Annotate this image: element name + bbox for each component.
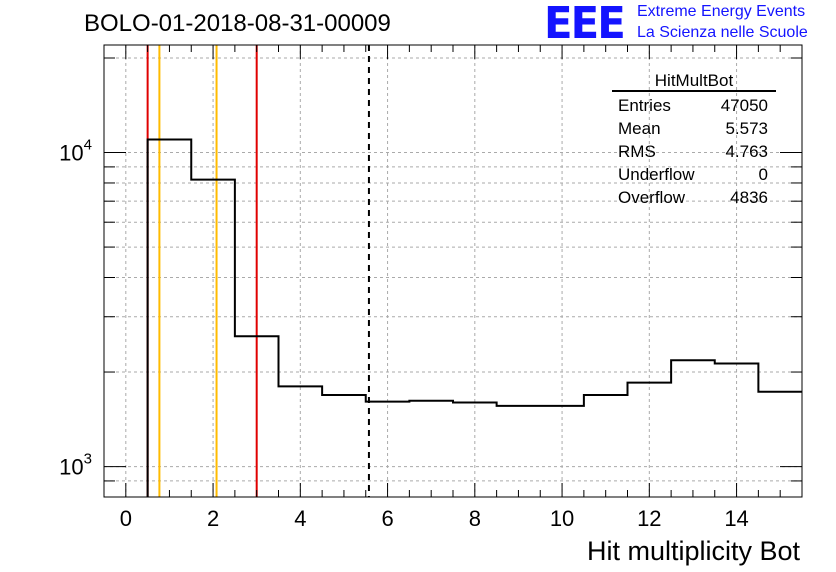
stats-label: Mean [618,119,661,138]
x-tick-label: 4 [294,506,306,531]
stats-label: Overflow [618,188,686,207]
stats-value: 4836 [730,188,768,207]
stats-value: 47050 [720,96,768,115]
y-tick-label: 103 [59,451,92,480]
stats-box: HitMultBot Entries 47050 Mean 5.573 RMS … [612,72,776,209]
marker-lines [146,45,370,497]
stats-value: 5.573 [725,119,768,138]
y-tick-label: 104 [59,137,92,166]
x-tick-label: 2 [207,506,219,531]
grid-lines [104,45,802,498]
stats-row-mean: Mean 5.573 [612,117,776,140]
stats-value: 4.763 [725,142,768,161]
stats-label: Entries [618,96,671,115]
stats-value: 0 [758,165,768,184]
stats-label: Underflow [618,165,695,184]
y-tick-base: 10 [59,141,83,166]
y-tick-exponent: 4 [84,137,92,154]
stats-label: RMS [618,142,656,161]
x-tick-label: 6 [381,506,393,531]
x-tick-label: 8 [469,506,481,531]
stats-row-entries: Entries 47050 [612,94,776,117]
y-tick-exponent: 3 [84,451,92,468]
y-tick-base: 10 [59,455,83,480]
x-axis-label: Hit multiplicity Bot [587,536,801,566]
x-tick-label: 10 [550,506,574,531]
stats-row-rms: RMS 4.763 [612,140,776,163]
stats-title: HitMultBot [612,72,776,92]
x-tick-label: 0 [120,506,132,531]
eee-logo: EEE [544,0,626,49]
x-tick-label: 12 [637,506,661,531]
stats-row-overflow: Overflow 4836 [612,186,776,209]
run-title: BOLO-01-2018-08-31-00009 [84,10,391,37]
x-tick-label: 14 [724,506,748,531]
histogram-outline [146,138,802,497]
stats-row-underflow: Underflow 0 [612,163,776,186]
logo-subtitle-line1: Extreme Energy Events [637,3,806,20]
logo-subtitle-line2: La Scienza nelle Scuole [637,24,808,41]
